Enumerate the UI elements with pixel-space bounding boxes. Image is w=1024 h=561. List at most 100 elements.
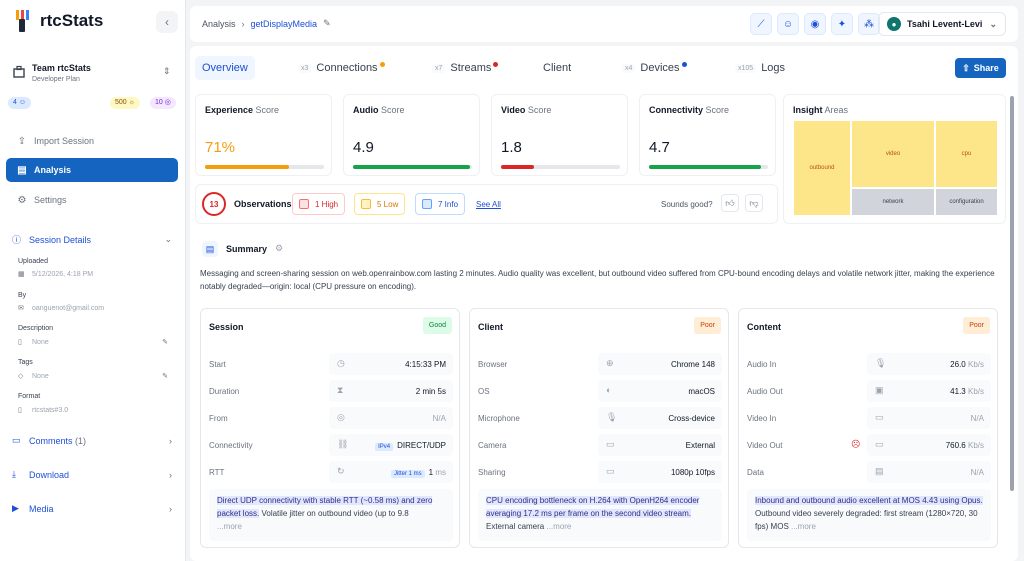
- nav-analysis[interactable]: ▤ Analysis: [6, 158, 178, 182]
- location-icon: ◎: [337, 412, 345, 422]
- tab-connections[interactable]: x3 Connections: [291, 56, 392, 80]
- share-button[interactable]: ⇧ Share: [955, 58, 1006, 78]
- microphone-icon: 🎙︎: [606, 412, 618, 422]
- observations-title: Observations: [234, 199, 292, 209]
- more-link[interactable]: ...more: [217, 522, 242, 531]
- edit-tags-icon[interactable]: ✎: [162, 373, 168, 380]
- chevron-right-icon: ›: [169, 435, 172, 446]
- thumbs-up-button[interactable]: 👍︎: [721, 194, 739, 212]
- content-panel: Content Poor Audio In 🎙︎ 26.0 Kb/s Audio O…: [738, 308, 998, 548]
- warning-icon: [361, 199, 371, 209]
- score-value: 4.7: [649, 139, 670, 156]
- table-row: Duration ⧗ 2 min 5s: [201, 380, 459, 402]
- microphone-icon: 🎙︎: [875, 358, 887, 368]
- chevron-right-icon: ›: [169, 503, 172, 514]
- tab-devices[interactable]: x4 Devices: [615, 56, 694, 80]
- insight-cell-outbound[interactable]: outbound: [794, 121, 850, 215]
- users-toolbar-button[interactable]: ☺: [777, 13, 799, 35]
- bulb-icon: ☼: [128, 99, 136, 106]
- format-label: Format: [18, 393, 41, 400]
- insight-cell-network[interactable]: network: [852, 189, 934, 215]
- score-bar-fill: [205, 165, 290, 169]
- insight-cell-cpu[interactable]: cpu: [936, 121, 997, 187]
- warning-dot: [379, 61, 385, 67]
- other-pill[interactable]: 10 ◎: [150, 97, 176, 109]
- score-name: Connectivity: [649, 105, 704, 115]
- score-label: Connectivity Score: [649, 105, 729, 115]
- record-toolbar-button[interactable]: ◉: [804, 13, 826, 35]
- tab-streams[interactable]: x7 Streams: [425, 56, 505, 80]
- description-value: ▯ None ✎: [18, 338, 168, 347]
- upload-icon: ⇪: [17, 135, 27, 147]
- tag-icon: ◇: [18, 373, 24, 380]
- nav-settings-label: Settings: [34, 195, 67, 205]
- link-icon: ⛓: [337, 439, 349, 449]
- format-value: ▯ rtcstats#3.0: [18, 406, 168, 415]
- credits-pill[interactable]: 500 ☼: [110, 97, 141, 109]
- members-pill[interactable]: 4 ☺: [8, 97, 32, 109]
- tab-logs[interactable]: x105 Logs: [728, 56, 792, 80]
- table-row: Data ▤ N/A: [739, 461, 997, 483]
- score-bar-fill: [353, 165, 470, 169]
- session-note: Direct UDP connectivity with stable RTT …: [209, 489, 453, 541]
- nav-import-session[interactable]: ⇪ Import Session: [6, 129, 178, 153]
- download-icon: ⤓: [12, 469, 16, 479]
- magic-toolbar-button[interactable]: ✦: [831, 13, 853, 35]
- comments-toggle[interactable]: ▭ Comments (1) ›: [12, 435, 172, 446]
- info-observations-chip[interactable]: 7 Info: [415, 193, 466, 215]
- document-icon: ▯: [18, 339, 22, 346]
- row-unit: Kb/s: [967, 360, 984, 369]
- row-value: 4:15:33 PM: [405, 360, 446, 369]
- thumbs-down-button[interactable]: 👎︎: [745, 194, 763, 212]
- insight-cell-configuration[interactable]: configuration: [936, 189, 997, 215]
- score-name: Audio: [353, 105, 379, 115]
- uploaded-label: Uploaded: [18, 258, 48, 265]
- more-link[interactable]: ...more: [546, 522, 572, 531]
- nav-settings[interactable]: ⚙ Settings: [6, 188, 178, 212]
- table-row: Start ◷ 4:15:33 PM: [201, 353, 459, 375]
- edit-description-icon[interactable]: ✎: [162, 339, 168, 346]
- low-observations-chip[interactable]: 5 Low: [354, 193, 406, 215]
- insight-cell-video[interactable]: video: [852, 121, 934, 187]
- info-count: 7 Info: [438, 199, 459, 209]
- collapse-sidebar-button[interactable]: ‹: [156, 11, 178, 33]
- tab-overview[interactable]: Overview: [195, 56, 255, 80]
- team-plan: Developer Plan: [32, 76, 80, 83]
- scrollbar[interactable]: [1010, 96, 1014, 491]
- row-unit: ms: [435, 468, 446, 477]
- high-count: 1 High: [315, 199, 339, 209]
- table-row: Microphone 🎙︎ Cross-device: [470, 407, 728, 429]
- tab-client[interactable]: Client: [536, 56, 578, 80]
- panel-title: Content: [747, 322, 781, 332]
- table-row: RTT ↻ Jitter 1 ms 1 ms: [201, 461, 459, 483]
- edit-icon[interactable]: ✎: [323, 18, 331, 28]
- score-suffix: Score: [527, 105, 552, 115]
- logo-icon: [14, 10, 30, 32]
- monitor-icon: ▭: [875, 439, 884, 449]
- more-link[interactable]: ...more: [791, 522, 816, 531]
- thumbs-up-icon: 👍︎: [725, 197, 735, 208]
- score-value: 4.9: [353, 139, 374, 156]
- insight-areas-card: Insight Areas outbound video cpu network…: [783, 94, 1006, 224]
- row-value: N/A: [970, 468, 984, 477]
- app-logo[interactable]: rtcStats: [14, 10, 103, 32]
- user-menu[interactable]: ● Tsahi Levent-Levi ⌄: [878, 12, 1006, 36]
- session-details-toggle[interactable]: ⓘ Session Details ⌄: [12, 233, 172, 246]
- breadcrumb-root[interactable]: Analysis: [202, 18, 236, 29]
- table-row: From ◎ N/A: [201, 407, 459, 429]
- score-bar: [353, 165, 472, 169]
- high-observations-chip[interactable]: 1 High: [292, 193, 346, 215]
- chart-toolbar-button[interactable]: ⟋: [750, 13, 772, 35]
- gear-icon[interactable]: ⚙: [275, 243, 284, 253]
- media-toggle[interactable]: ▶ Media ›: [12, 503, 172, 514]
- see-all-link[interactable]: See All: [476, 200, 501, 209]
- tab-label: Streams: [450, 62, 492, 74]
- info-dot: [681, 61, 687, 67]
- download-toggle[interactable]: ⤓ Download ›: [12, 469, 172, 480]
- network-toolbar-button[interactable]: ⁂: [858, 13, 880, 35]
- team-name: Team rtcStats: [32, 63, 91, 73]
- client-note: CPU encoding bottleneck on H.264 with Op…: [478, 489, 722, 541]
- status-badge: Poor: [694, 317, 721, 334]
- row-value-text: 760.6: [945, 441, 966, 450]
- team-switcher[interactable]: Team rtcStats Developer Plan ⇕: [6, 56, 178, 92]
